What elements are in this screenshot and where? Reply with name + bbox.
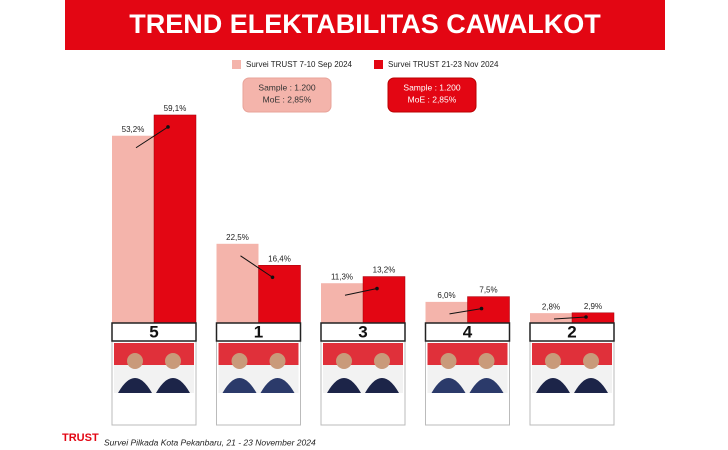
candidate-head <box>583 353 599 369</box>
photo-bg-red <box>532 343 612 365</box>
candidate-body <box>222 378 257 393</box>
trend-arrow-head <box>270 275 275 280</box>
legend-swatch <box>232 60 241 69</box>
source: Survei Pilkada Kota Pekanbaru, 21 - 23 N… <box>104 437 316 447</box>
candidate-body <box>118 378 152 393</box>
value-label: 53,2% <box>122 125 145 134</box>
number-box <box>215 322 302 342</box>
candidate-head <box>545 353 561 369</box>
x-tick-label: 5 <box>149 322 158 341</box>
bar <box>153 114 197 324</box>
trend-arrow <box>449 308 482 315</box>
logo: TRUST <box>62 432 99 444</box>
annotation-text: Sample : 1.200 <box>258 82 315 92</box>
annotation-text: Sample : 1.200 <box>403 82 460 92</box>
legend-label: Survei TRUST 7-10 Sep 2024 <box>246 60 353 69</box>
candidate-head <box>336 353 352 369</box>
chart-title: TREND ELEKTABILITAS CAWALKOT <box>129 9 601 39</box>
trend-arrow <box>344 288 378 296</box>
bar <box>216 243 259 323</box>
photo-bg-red <box>427 343 508 365</box>
candidate-body <box>469 378 504 393</box>
photo-bg-red <box>323 343 403 365</box>
candidate-head <box>374 353 390 369</box>
trend-arrow <box>553 316 587 320</box>
trend-arrow <box>240 255 273 278</box>
x-tick-label: 2 <box>567 322 576 341</box>
bar <box>425 301 468 323</box>
value-label: 13,2% <box>373 266 396 275</box>
candidate-body <box>365 378 399 393</box>
trend-arrow <box>135 126 169 149</box>
bar <box>112 135 154 323</box>
trend-arrow-head <box>375 286 379 291</box>
candidate-body <box>156 378 190 393</box>
annotation-box <box>387 77 477 113</box>
value-label: 22,5% <box>226 233 249 242</box>
value-label: 7,5% <box>479 286 497 295</box>
annotation-text: MoE : 2,85% <box>263 94 312 104</box>
candidate-body <box>431 378 466 393</box>
x-tick-label: 1 <box>254 322 263 341</box>
number-box <box>529 322 615 342</box>
bar <box>258 265 301 324</box>
photo-bg-red <box>114 343 194 365</box>
candidate-head <box>269 353 286 369</box>
annotation-text: MoE : 2,85% <box>408 94 457 104</box>
x-tick-label: 3 <box>358 322 367 341</box>
bar <box>321 283 363 323</box>
value-label: 59,1% <box>164 104 187 113</box>
title-banner <box>65 0 665 50</box>
candidate-head <box>440 353 457 369</box>
number-box <box>111 322 197 342</box>
candidate-head <box>165 353 181 369</box>
annotation-box <box>242 77 332 113</box>
candidate-body <box>574 378 608 393</box>
candidate-head <box>231 353 248 369</box>
x-tick-label: 4 <box>463 322 473 341</box>
value-label: 6,0% <box>437 291 455 300</box>
number-box <box>320 322 406 342</box>
photo-bg-red <box>218 343 299 365</box>
trend-arrow-head <box>479 306 484 311</box>
value-label: 2,9% <box>584 302 602 311</box>
bar <box>362 276 406 324</box>
value-label: 2,8% <box>542 302 560 311</box>
candidate-head <box>478 353 495 369</box>
candidate-body <box>327 378 361 393</box>
bar <box>530 313 572 323</box>
legend-swatch <box>374 60 383 69</box>
legend-label: Survei TRUST 21-23 Nov 2024 <box>388 60 499 69</box>
candidate-head <box>127 353 143 369</box>
candidate-body <box>536 378 570 393</box>
trend-arrow-head <box>166 125 170 129</box>
trend-arrow-head <box>584 315 588 319</box>
candidate-body <box>260 378 295 393</box>
value-label: 16,4% <box>268 254 291 263</box>
number-box <box>424 322 511 342</box>
value-label: 11,3% <box>331 272 353 281</box>
